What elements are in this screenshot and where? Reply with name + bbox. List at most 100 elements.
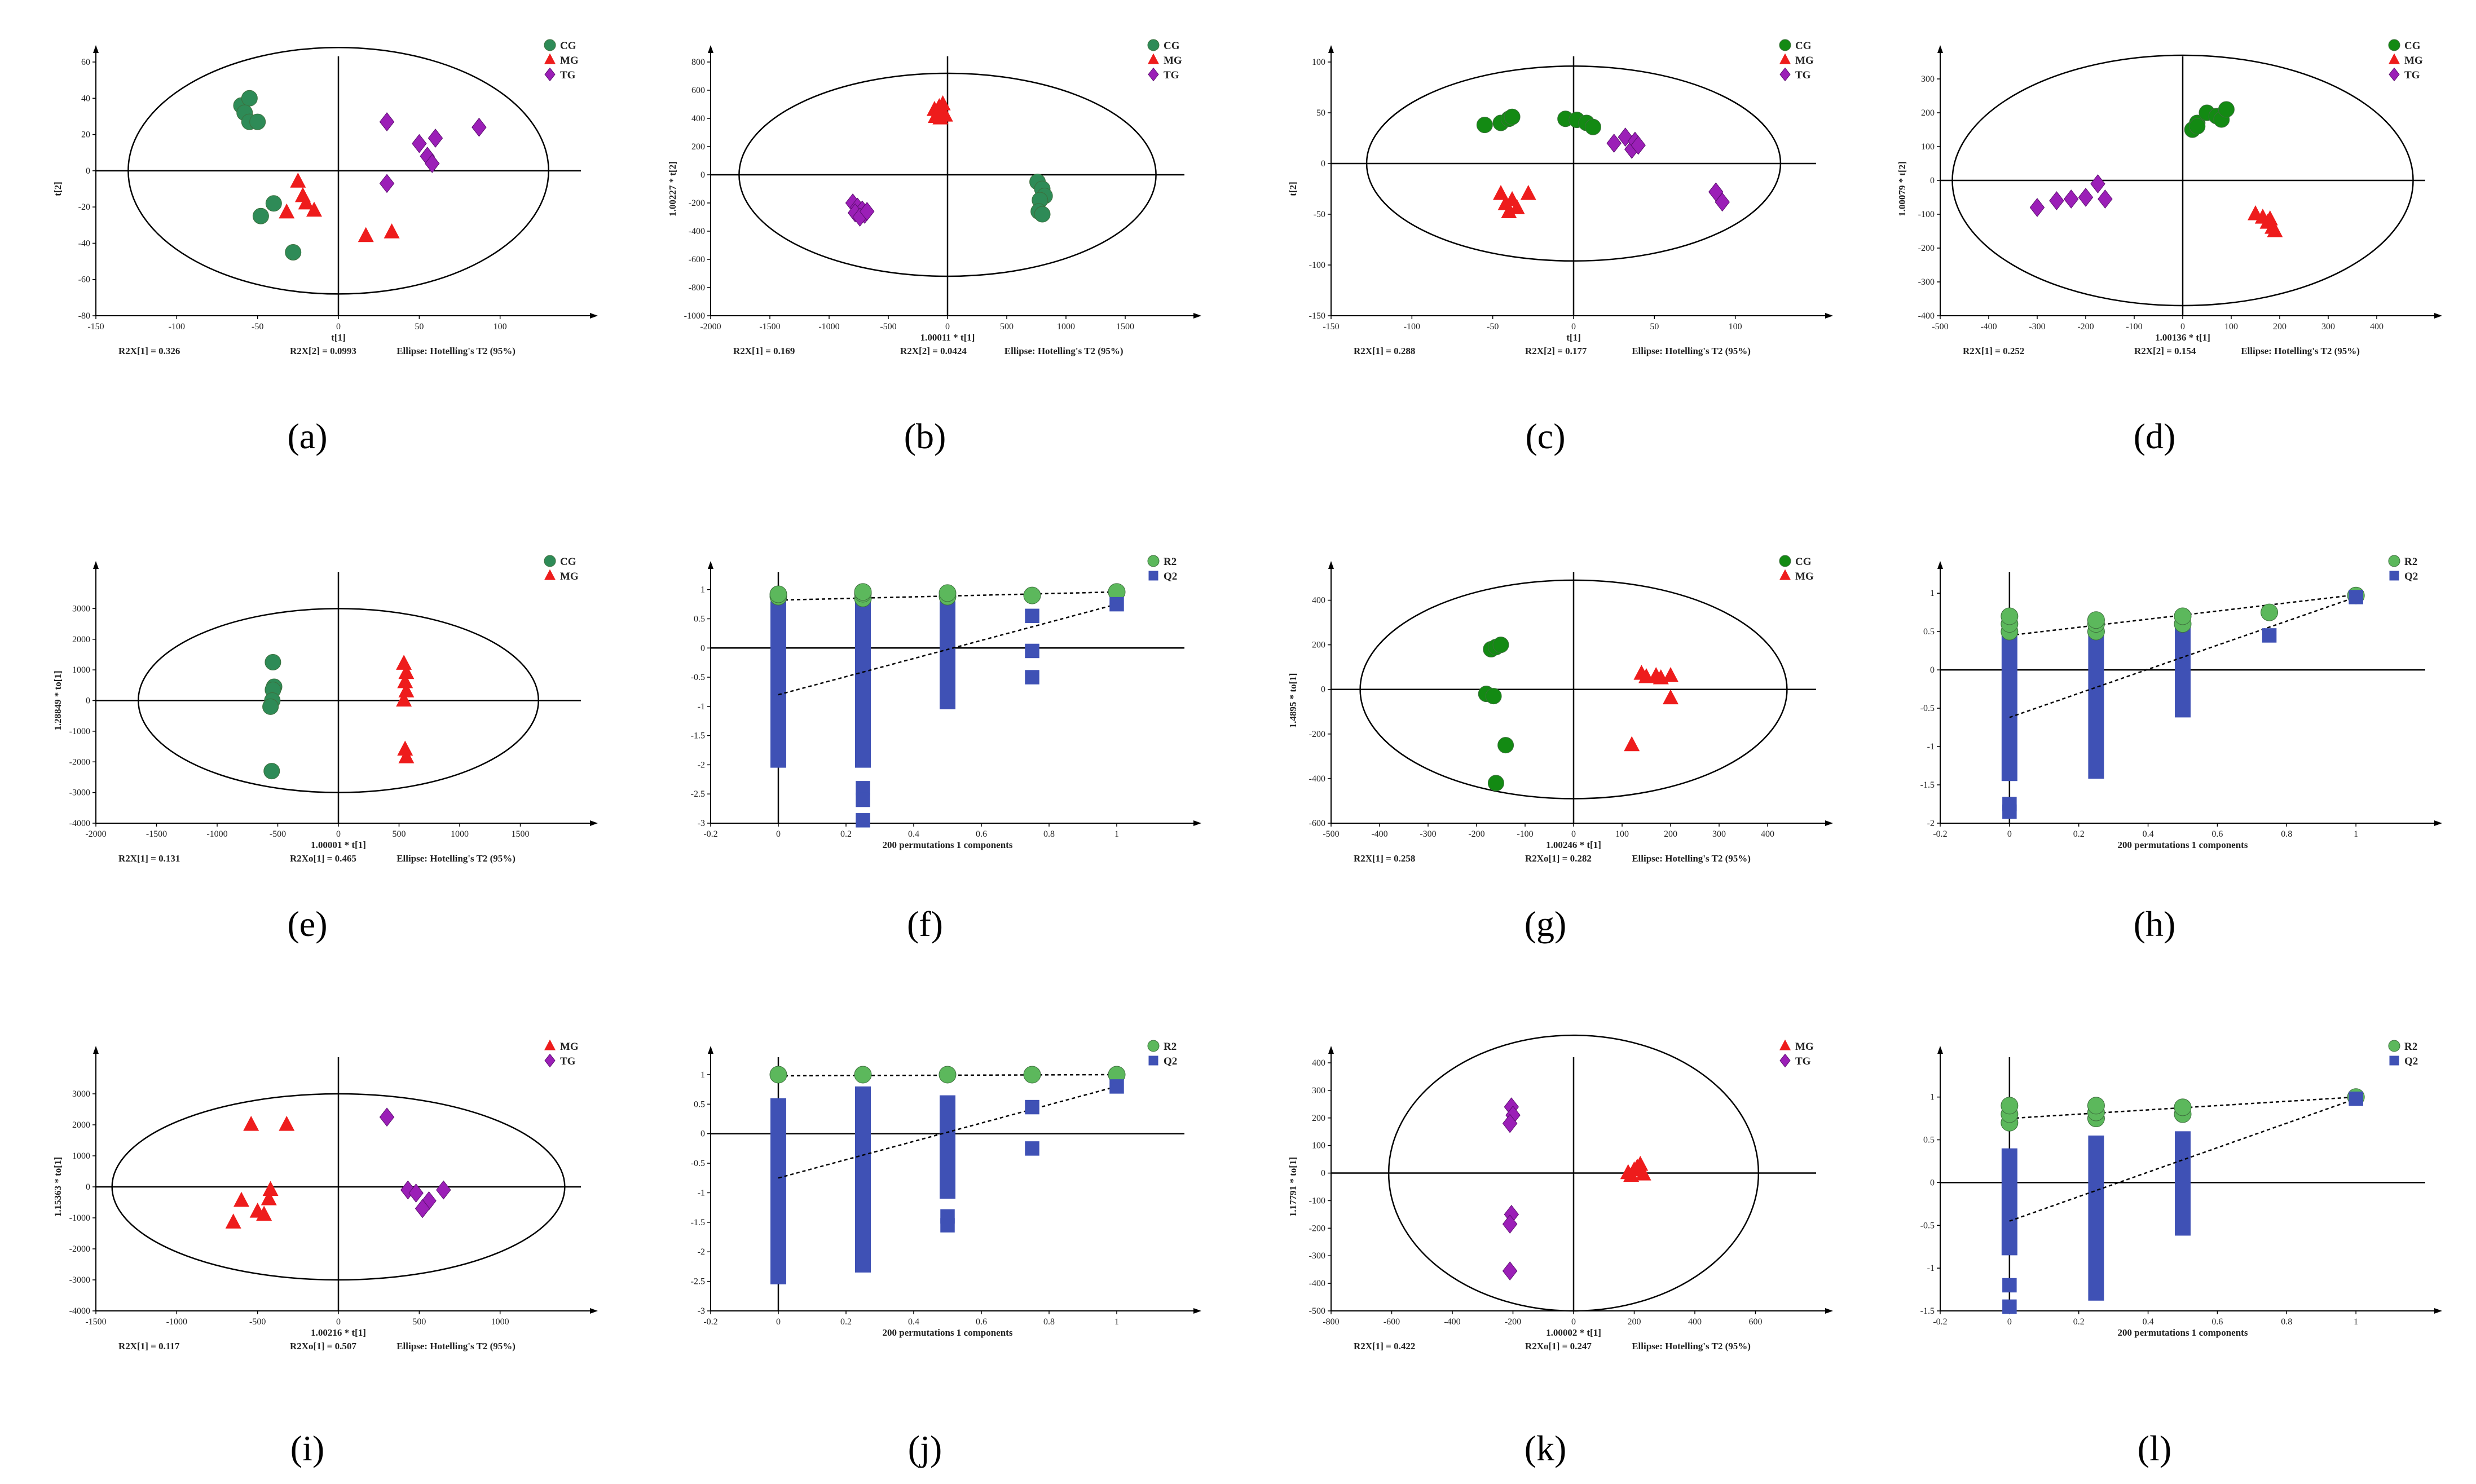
chart-panel-a: -150 -100 -50 0 50 100 -80 -60 -40 -20 0 20 40 60 t[1]… <box>52 39 598 456</box>
data-point-r2 <box>2087 611 2105 629</box>
x-tick-label: 0 <box>945 322 950 332</box>
footer-stat: R2X[1] = 0.288 <box>1354 346 1415 356</box>
y-tick-label: 200 <box>691 142 705 152</box>
data-point-mg <box>243 1116 259 1131</box>
data-point-mg <box>225 1213 241 1229</box>
x-tick-label: 300 <box>2321 322 2335 332</box>
chart-panel-g: -500 -400 -300 -200 -100 0 100 200 300 400 -600 -40… <box>1288 555 1833 944</box>
y-tick-label: 0.5 <box>694 615 705 624</box>
q2-bar <box>770 1098 786 1284</box>
legend-label: CG <box>560 556 576 568</box>
x-tick-label: 0.2 <box>2073 1317 2085 1327</box>
footer-stat: R2X[2] = 0.0993 <box>290 346 356 356</box>
x-tick-label: 0.4 <box>2143 829 2154 839</box>
hotelling-ellipse <box>138 608 539 793</box>
data-point-cg <box>1476 117 1493 134</box>
legend-label: TG <box>560 69 576 81</box>
y-axis-arrow-icon <box>1328 561 1334 569</box>
data-point-r2 <box>2174 607 2192 625</box>
footer-stat: R2X[1] = 0.252 <box>1963 346 2024 356</box>
data-point-mg <box>1632 1155 1649 1171</box>
data-point-mg <box>1509 199 1525 214</box>
y-axis-label: 1.28849 * to[1] <box>52 670 63 730</box>
q2-bar <box>2088 631 2104 779</box>
data-point-tg <box>2049 191 2064 210</box>
data-point-q2 <box>2002 1299 2017 1314</box>
x-tick-label: -200 <box>1505 1317 1521 1327</box>
hotelling-ellipse <box>1365 65 1782 262</box>
y-axis-arrow-icon <box>1328 1046 1334 1054</box>
chart-panel-d: -500 -400 -300 -200 -100 0 100 200 300 400-400-30… <box>1897 39 2442 456</box>
data-point-tg <box>415 1199 430 1218</box>
data-point-mg <box>398 748 415 763</box>
data-point-mg <box>1501 203 1517 219</box>
y-tick-label: -600 <box>1309 819 1325 828</box>
x-axis-label: 1.00002 * t[1] <box>1546 1327 1601 1338</box>
y-tick-label: -0.5 <box>691 1159 705 1168</box>
data-point-mg <box>398 664 415 679</box>
y-tick-label: -4000 <box>69 1306 90 1316</box>
data-point-tg <box>1606 134 1622 153</box>
y-tick-label: -2 <box>1927 819 1935 828</box>
y-axis-label: t[2] <box>1288 182 1298 196</box>
legend-marker-mg <box>544 53 556 64</box>
y-tick-label: -400 <box>689 227 705 236</box>
x-tick-label: -0.2 <box>703 829 717 839</box>
x-tick-label: 0 <box>336 829 341 839</box>
x-tick-label: 1 <box>1114 829 1119 839</box>
legend-marker-mg <box>544 569 556 580</box>
x-tick-label: 0.4 <box>908 829 919 839</box>
legend-label: MG <box>1795 1041 1814 1053</box>
legend-marker-r2 <box>2388 555 2400 567</box>
y-tick-label: 50 <box>1316 108 1325 118</box>
x-axis-arrow-icon <box>2434 820 2442 826</box>
y-tick-label: -200 <box>1918 244 1935 253</box>
legend-label: R2 <box>1164 1041 1177 1053</box>
data-point-r2 <box>2001 1097 2019 1115</box>
legend-marker-tg <box>2389 67 2400 82</box>
data-point-r2 <box>769 585 787 603</box>
legend-label: R2 <box>2404 1041 2417 1053</box>
data-point-q2 <box>2002 804 2017 819</box>
y-tick-label: -1 <box>1927 742 1935 752</box>
x-axis-label: 200 permutations 1 components <box>883 1327 1013 1338</box>
data-point-cg <box>252 207 269 224</box>
x-tick-label: 0.8 <box>1043 829 1055 839</box>
data-point-cg <box>285 244 302 260</box>
panel-caption: (d) <box>2134 416 2176 456</box>
legend-marker-r2 <box>1147 555 1160 567</box>
data-point-mg <box>384 223 400 238</box>
y-tick-label: 400 <box>1312 1058 1325 1068</box>
q2-bar <box>940 601 955 710</box>
data-point-tg <box>1631 135 1646 155</box>
chart-panel-b: -2000 -1500 -1000 -500 0 500 1000 1500-1000-800… <box>667 39 1201 456</box>
y-axis-label: 1.17791 * to[1] <box>1288 1157 1298 1217</box>
x-tick-label: 500 <box>1000 322 1014 332</box>
data-point-q2 <box>856 792 870 807</box>
data-point-tg <box>2098 189 2113 209</box>
legend-marker-q2 <box>2389 1055 2399 1066</box>
y-tick-label: -0.5 <box>1920 704 1935 713</box>
y-tick-label: -1.5 <box>1920 780 1935 790</box>
legend-label: MG <box>2404 55 2423 67</box>
x-tick-label: 100 <box>494 322 507 332</box>
data-point-tg <box>436 1180 451 1200</box>
x-tick-label: 200 <box>1664 829 1677 839</box>
panel-caption: (c) <box>1525 416 1565 456</box>
x-axis-label: 1.00136 * t[1] <box>2155 332 2210 343</box>
y-tick-label: 3000 <box>72 1089 90 1099</box>
y-tick-label: -1.5 <box>691 731 705 741</box>
y-tick-label: -2000 <box>69 757 90 767</box>
data-point-r2 <box>939 584 957 602</box>
data-point-mg <box>930 104 946 119</box>
x-tick-label: 0 <box>776 1317 781 1327</box>
legend-marker-cg <box>1147 39 1160 51</box>
y-tick-label: -0.5 <box>691 673 705 682</box>
data-point-cg <box>241 90 258 107</box>
footer-stat: Ellipse: Hotelling's T2 (95%) <box>1005 346 1124 356</box>
x-axis-label: t[1] <box>331 332 345 343</box>
x-tick-label: 0.2 <box>840 829 852 839</box>
y-tick-label: 0 <box>1930 176 1935 186</box>
x-tick-label: 0.8 <box>2281 829 2292 839</box>
